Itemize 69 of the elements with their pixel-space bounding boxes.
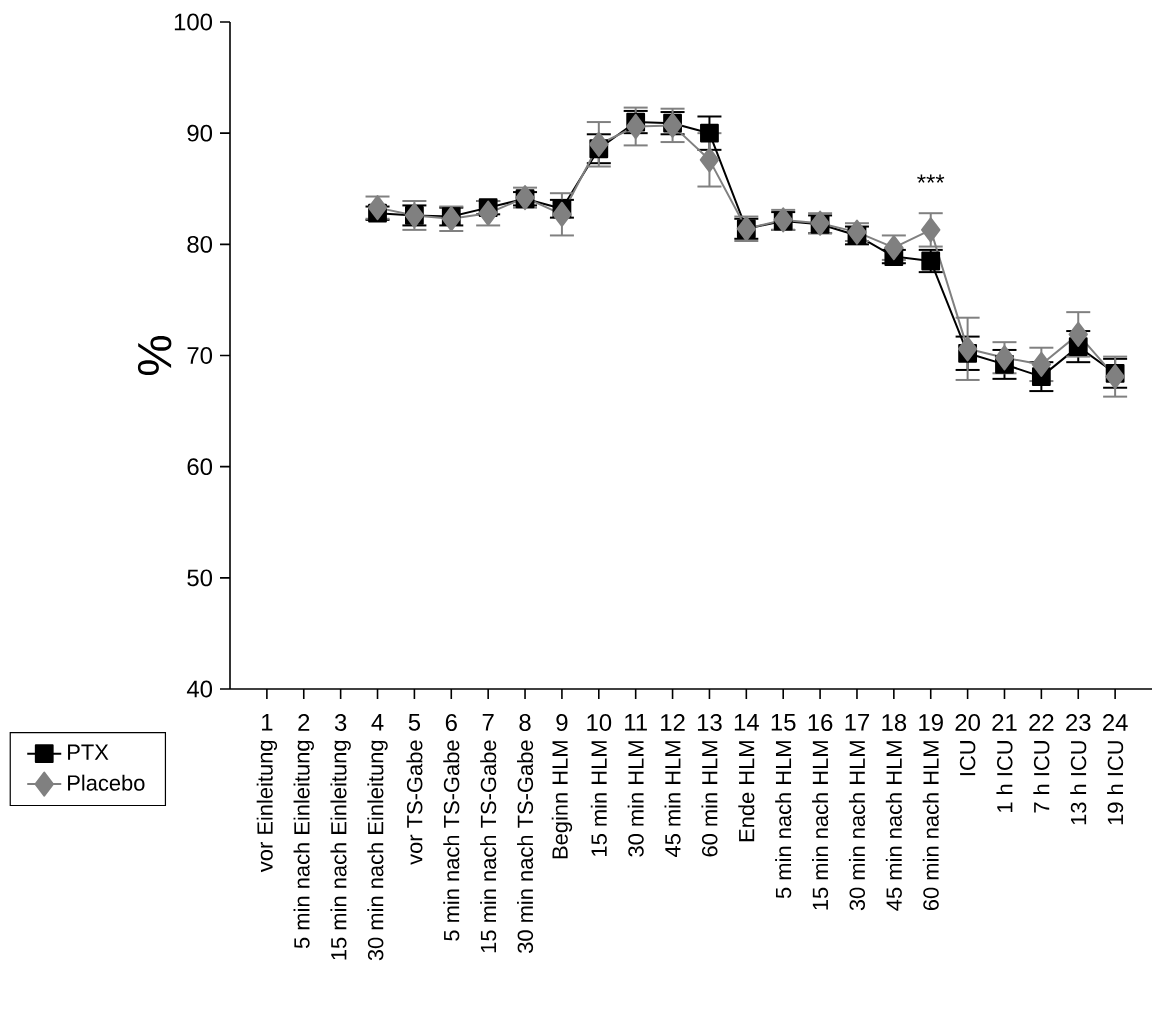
text: 15 min HLM [590,741,607,856]
x-tick-label: 8 [519,714,531,731]
x-tick-label: 6 [445,714,457,731]
y-tick-label: 90 [187,124,213,142]
legend-label: PTX [68,744,109,760]
x-tick-label: 20 [955,714,980,731]
x-tick-label: 19 [919,714,943,731]
x-tick-label: 23 [1066,714,1091,731]
point [1068,321,1088,347]
text: 13 h ICU [1070,741,1087,825]
x-tick-label: 21 [992,714,1017,731]
y-tick-label: 50 [187,569,213,587]
point [957,336,978,362]
x-tick-label: 18 [882,714,907,731]
text: vor TS-Gabe [406,740,423,865]
y-tick-label: 80 [187,235,213,253]
x-tick-label: 14 [734,714,759,731]
text: 15 min nach Einleitung [330,740,351,960]
text: 1 h ICU [996,741,1013,813]
x-tick-label: 7 [482,714,494,731]
point [1105,364,1125,390]
x-tick-label: 22 [1029,714,1054,731]
x-tick-label: 11 [625,714,647,731]
y-tick-label: 40 [186,680,213,698]
x-tick-label: 10 [587,714,612,731]
text: 45 min nach HLM [885,741,902,911]
text: 5 min nach TS-Gabe [443,740,460,941]
text: 5 min nach HLM [775,741,792,899]
x-tick-label: 5 [408,714,421,731]
y-tick-label: 70 [187,347,213,364]
text: Ende HLM [738,741,755,842]
point [699,147,720,173]
text: vor Einleitung [256,740,278,873]
legend-label: Placebo [68,774,145,791]
text: 30 min nach Einleitung [367,740,388,961]
point [625,113,646,140]
text: 15 min nach HLM [812,741,829,910]
point [700,123,719,143]
x-tick-label: 12 [661,714,685,731]
text: 60 min nach HLM [922,741,939,911]
y-axis-title: % [137,335,172,376]
text: 45 min HLM [664,741,681,858]
point [1031,351,1052,377]
x-tick-label: 13 [697,714,722,731]
x-tick-label: 3 [334,714,347,731]
y-tick-label: 100 [174,13,213,31]
x-tick-label: 15 [771,714,796,731]
text: 60 min HLM [701,741,718,857]
point [552,201,572,227]
annotation: *** [917,174,945,183]
text: 19 h ICU [1107,741,1124,825]
text: 30 min nach HLM [848,741,866,911]
text: 5 min nach Einleitung [293,740,314,949]
point [589,131,609,157]
text: 7 h ICU [1033,741,1050,813]
x-tick-label: 1 [262,714,273,731]
x-tick-label: 2 [298,714,310,731]
point [921,217,941,243]
text: 30 min nach TS-Gabe [517,740,534,953]
x-tick-label: 17 [845,714,870,731]
x-tick-label: 16 [808,714,833,731]
text: 30 min HLM [627,741,644,857]
text: Beginn HLM [551,741,573,859]
text: 15 min nach TS-Gabe [480,740,497,953]
y-tick-label: 60 [187,458,213,476]
x-tick-label: 4 [371,714,384,731]
x-tick-label: 24 [1103,714,1128,731]
x-tick-label: 9 [556,714,568,731]
text: ICU [959,741,976,776]
